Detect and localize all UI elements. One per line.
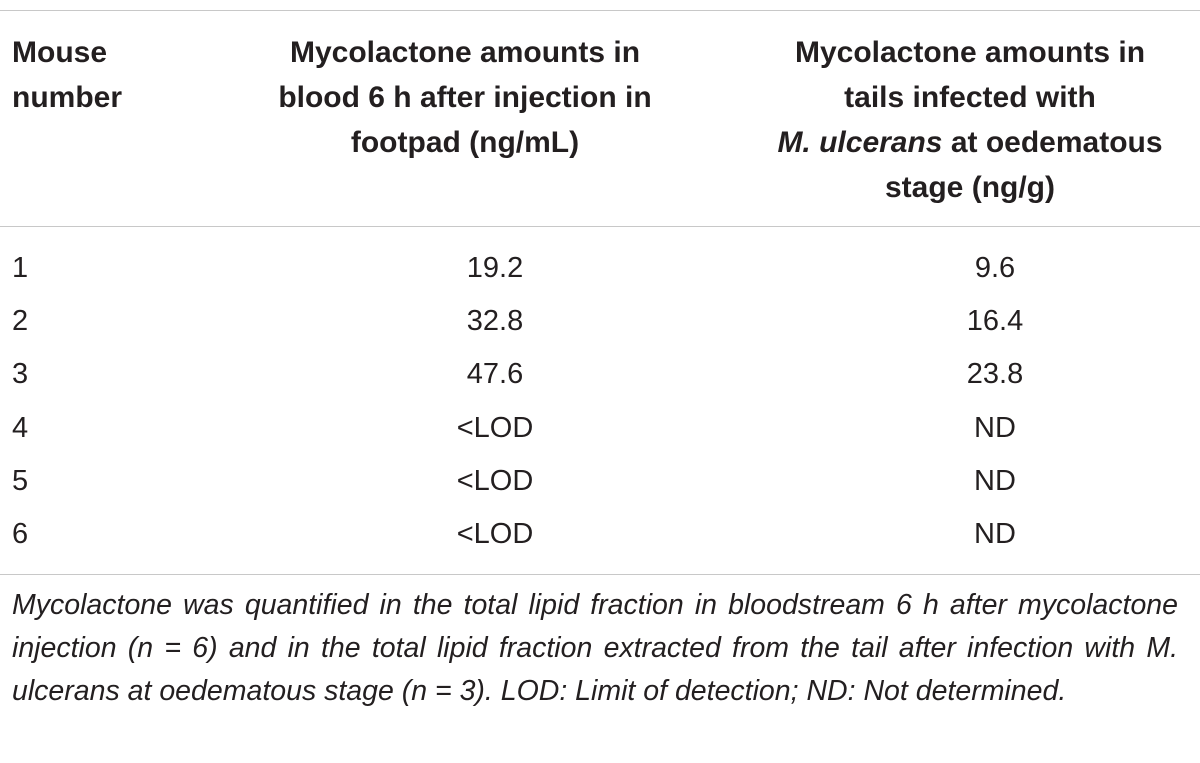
header-line-rest: at oedematous	[942, 126, 1163, 159]
cell-mouse: 5	[12, 464, 29, 497]
table-row: 6 <LOD ND	[0, 510, 1200, 563]
header-line: footpad (ng/mL)	[350, 126, 580, 159]
cell-tail: 9.6	[974, 252, 1016, 284]
table-body: 1 19.2 9.6 2 32.8 16.4 3 47.6 23.8 4 <LO…	[0, 244, 1200, 563]
header-line: stage (ng/g)	[885, 171, 1055, 204]
header-line: M. ulcerans at oedematous	[735, 120, 1200, 165]
header-blood-amounts: Mycolactone amounts in blood 6 h after i…	[250, 30, 680, 165]
cell-mouse: 1	[12, 252, 29, 284]
cell-blood: <LOD	[456, 464, 534, 497]
cell-mouse: 2	[12, 305, 29, 338]
header-mouse-number: Mouse number	[12, 30, 122, 120]
cell-tail: ND	[974, 464, 1016, 497]
cell-blood: <LOD	[456, 517, 534, 550]
header-line: blood 6 h after injection in	[278, 81, 652, 114]
header-tail-amounts: Mycolactone amounts in tails infected wi…	[735, 30, 1200, 210]
cell-mouse: 6	[12, 517, 29, 550]
table-row: 1 19.2 9.6	[0, 244, 1200, 297]
table-top-rule	[0, 10, 1200, 11]
table-bottom-rule	[0, 574, 1200, 575]
cell-mouse: 4	[12, 411, 29, 444]
cell-tail: 23.8	[966, 358, 1024, 391]
header-line: Mouse	[12, 36, 108, 69]
cell-tail: 16.4	[966, 305, 1024, 338]
table-footnote: Mycolactone was quantified in the total …	[12, 589, 1178, 707]
header-bottom-rule	[0, 226, 1200, 227]
cell-tail: ND	[974, 411, 1016, 444]
table-row: 3 47.6 23.8	[0, 350, 1200, 403]
cell-blood: 19.2	[466, 252, 524, 284]
species-name: M. ulcerans	[777, 126, 943, 159]
cell-blood: 47.6	[466, 358, 524, 391]
header-line: Mycolactone amounts in	[794, 36, 1146, 69]
cell-blood: 32.8	[466, 305, 524, 338]
table-row: 5 <LOD ND	[0, 457, 1200, 510]
table-row: 2 32.8 16.4	[0, 297, 1200, 350]
table-row: 4 <LOD ND	[0, 404, 1200, 457]
cell-blood: <LOD	[456, 411, 534, 444]
header-line: Mycolactone amounts in	[289, 36, 641, 69]
header-line: tails infected with	[844, 81, 1096, 114]
cell-mouse: 3	[12, 358, 29, 391]
cell-tail: ND	[974, 517, 1016, 550]
header-line: number	[12, 81, 123, 114]
